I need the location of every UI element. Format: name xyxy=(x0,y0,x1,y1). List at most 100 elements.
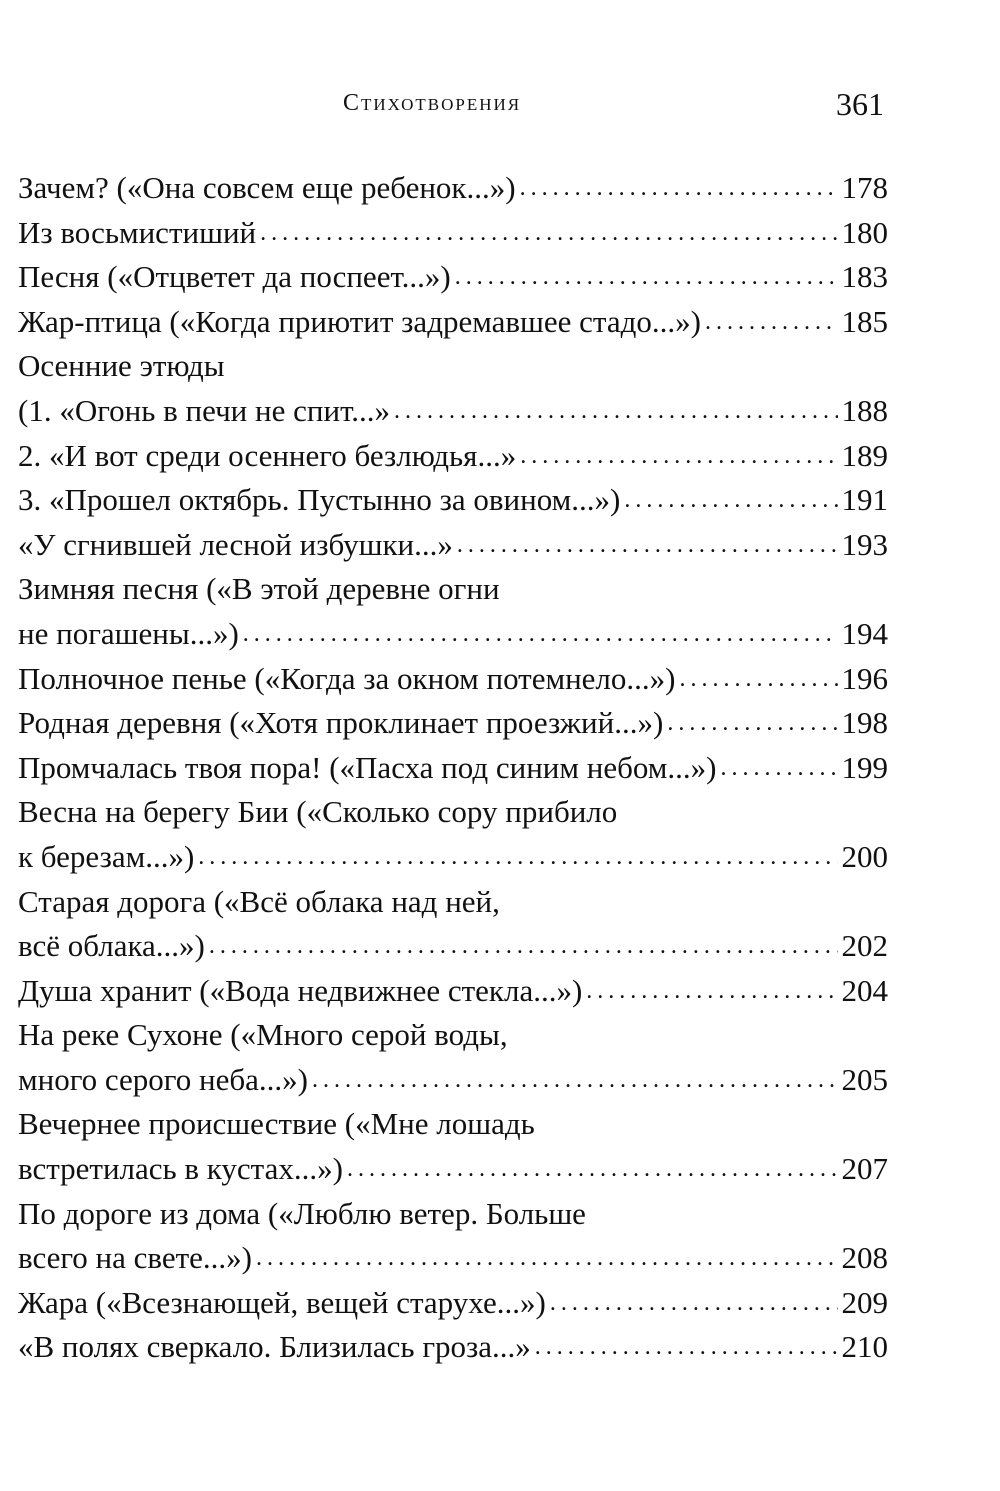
toc-entry-title: Зачем? («Она совсем еще ребенок...») xyxy=(18,170,516,205)
toc-line: «В полях сверкало. Близилась гроза...»..… xyxy=(18,1325,888,1370)
toc-page-number: 199 xyxy=(841,749,889,785)
toc-entry-title: Осенние этюды xyxy=(18,348,225,384)
toc-line: Старая дорога («Всё облака над ней, xyxy=(18,880,888,925)
toc-entry: «В полях сверкало. Близилась гроза...»..… xyxy=(18,1325,888,1370)
dot-leader: ........................................… xyxy=(208,933,838,960)
toc-line: не погашены...»)........................… xyxy=(18,612,888,657)
toc-entry: Жара («Всезнающей, вещей старухе...»)...… xyxy=(18,1281,888,1326)
dot-leader: ........................................… xyxy=(549,1289,838,1316)
toc-entry: Весна на берегу Бии («Сколько сору приби… xyxy=(18,790,888,879)
toc-entry: Вечернее происшествие («Мне лошадь встрет… xyxy=(18,1102,888,1191)
toc-entry: На реке Сухоне («Много серой воды, много … xyxy=(18,1013,888,1102)
toc-line: 2. «И вот среди осеннего безлюдья...»...… xyxy=(18,434,888,479)
toc-entry-title: Из восьмистиший xyxy=(18,214,257,250)
toc-line: Из восьмистиший.........................… xyxy=(18,211,888,256)
toc-entry-title: 3. «Прошел октябрь. Пустынно за овином..… xyxy=(18,482,621,518)
toc-entry: Зачем? («Она совсем еще ребенок...»)....… xyxy=(18,166,888,211)
toc-page-number: 191 xyxy=(841,482,889,518)
toc-entry-title: Жара («Всезнающей, вещей старухе...») xyxy=(18,1284,546,1320)
toc-line: Душа хранит («Вода недвижнее стекла...»)… xyxy=(18,969,888,1014)
toc-entry: Душа хранит («Вода недвижнее стекла...»)… xyxy=(18,969,888,1014)
toc-page-number: 189 xyxy=(841,437,889,473)
dot-leader: ........................................… xyxy=(667,710,837,737)
toc-line: Вечернее происшествие («Мне лошадь xyxy=(18,1102,888,1147)
dot-leader: ........................................… xyxy=(454,264,838,291)
dot-leader: ........................................… xyxy=(311,1066,838,1093)
toc-line: Родная деревня («Хотя проклинает проезжи… xyxy=(18,701,888,746)
toc-entry: Жар-птица («Когда приютит задремавшее ст… xyxy=(18,300,888,345)
toc-entry-title: Полночное пенье («Когда за окном потемне… xyxy=(18,660,676,696)
dot-leader: ........................................… xyxy=(260,219,837,246)
toc-page-number: 194 xyxy=(841,615,889,651)
toc-entry-title: Родная деревня («Хотя проклинает проезжи… xyxy=(18,705,664,741)
toc-page-number: 180 xyxy=(841,214,889,250)
toc-entry-title: к березам...») xyxy=(18,838,195,874)
toc-line: На реке Сухоне («Много серой воды, xyxy=(18,1013,888,1058)
toc-line: 3. «Прошел октябрь. Пустынно за овином..… xyxy=(18,478,888,523)
toc-entry-title: всего на свете...») xyxy=(18,1240,252,1276)
dot-leader: ........................................… xyxy=(520,442,837,469)
toc-line: встретилась в кустах...»)...............… xyxy=(18,1147,888,1192)
dot-leader: ........................................… xyxy=(519,175,838,201)
toc-page-number: 188 xyxy=(841,392,889,428)
toc-entry-title: Промчалась твоя пора! («Пасха под синим … xyxy=(18,749,717,785)
toc-entry-title: Весна на берегу Бии («Сколько сору приби… xyxy=(18,794,618,830)
toc-entry-title: Зимняя песня («В этой деревне огни xyxy=(18,571,500,607)
toc-page-number: 209 xyxy=(841,1284,889,1320)
toc-entry-title: встретилась в кустах...») xyxy=(18,1151,343,1187)
running-head: Стихотворения 361 xyxy=(0,86,1000,126)
toc-page-number: 208 xyxy=(841,1240,889,1276)
toc-entry-title: Душа хранит («Вода недвижнее стекла...») xyxy=(18,972,583,1008)
toc-entry-title: «У сгнившей лесной избушки...» xyxy=(18,526,453,562)
toc-entry-title: не погашены...») xyxy=(18,615,239,651)
toc-line: Осенние этюды xyxy=(18,344,888,389)
dot-leader: ........................................… xyxy=(679,665,837,692)
toc-line: к березам...»)..........................… xyxy=(18,835,888,880)
toc-line: (1. «Огонь в печи не спит...»...........… xyxy=(18,389,888,434)
toc-entry: Песня («Отцветет да поспеет...»)........… xyxy=(18,255,888,300)
table-of-contents: Зачем? («Она совсем еще ребенок...»)....… xyxy=(18,166,888,1370)
dot-leader: ........................................… xyxy=(534,1334,838,1361)
toc-entry-title: всё облака...») xyxy=(18,928,205,964)
dot-leader: ........................................… xyxy=(456,531,838,558)
toc-line: Весна на берегу Бии («Сколько сору приби… xyxy=(18,790,888,835)
toc-entry: Промчалась твоя пора! («Пасха под синим … xyxy=(18,746,888,791)
dot-leader: ........................................… xyxy=(242,620,838,647)
toc-entry-title: Жар-птица («Когда приютит задремавшее ст… xyxy=(18,303,701,339)
toc-entry: (1. «Огонь в печи не спит...»...........… xyxy=(18,389,888,434)
toc-entry-title: Песня («Отцветет да поспеет...») xyxy=(18,259,451,295)
toc-entry: 2. «И вот среди осеннего безлюдья...»...… xyxy=(18,434,888,479)
toc-page-number: 198 xyxy=(841,705,889,741)
dot-leader: ........................................… xyxy=(198,843,837,870)
toc-entry: Родная деревня («Хотя проклинает проезжи… xyxy=(18,701,888,746)
toc-entry-title: Старая дорога («Всё облака над ней, xyxy=(18,883,500,919)
toc-page-number: 200 xyxy=(841,838,889,874)
toc-entry-title: 2. «И вот среди осеннего безлюдья...» xyxy=(18,437,517,473)
toc-line: всего на свете...»).....................… xyxy=(18,1236,888,1281)
page-number: 361 xyxy=(836,86,884,122)
toc-entry: По дороге из дома («Люблю ветер. Больше в… xyxy=(18,1192,888,1281)
toc-entry: Осенние этюды xyxy=(18,344,888,389)
toc-entry: Полночное пенье («Когда за окном потемне… xyxy=(18,657,888,702)
toc-line: Зимняя песня («В этой деревне огни xyxy=(18,567,888,612)
toc-entry-title: Вечернее происшествие («Мне лошадь xyxy=(18,1106,535,1142)
toc-page-number: 193 xyxy=(841,526,889,562)
toc-page-number: 207 xyxy=(841,1151,889,1187)
dot-leader: ........................................… xyxy=(256,1245,838,1272)
dot-leader: ........................................… xyxy=(704,308,838,335)
toc-entry: Из восьмистиший.........................… xyxy=(18,211,888,256)
toc-entry-title: много серого неба...») xyxy=(18,1061,308,1097)
dot-leader: ........................................… xyxy=(624,487,837,514)
toc-line: Полночное пенье («Когда за окном потемне… xyxy=(18,657,888,702)
toc-line: Зачем? («Она совсем еще ребенок...»)....… xyxy=(18,166,888,211)
toc-entry-title: На реке Сухоне («Много серой воды, xyxy=(18,1017,508,1053)
toc-line: По дороге из дома («Люблю ветер. Больше xyxy=(18,1192,888,1237)
dot-leader: ........................................… xyxy=(720,754,837,781)
toc-page-number: 185 xyxy=(841,303,889,339)
toc-entry: Старая дорога («Всё облака над ней, всё о… xyxy=(18,880,888,969)
toc-entry: «У сгнившей лесной избушки...»..........… xyxy=(18,523,888,568)
toc-line: Жар-птица («Когда приютит задремавшее ст… xyxy=(18,300,888,345)
dot-leader: ........................................… xyxy=(586,977,838,1004)
toc-page-number: 196 xyxy=(841,660,889,696)
dot-leader: ........................................… xyxy=(346,1156,838,1183)
